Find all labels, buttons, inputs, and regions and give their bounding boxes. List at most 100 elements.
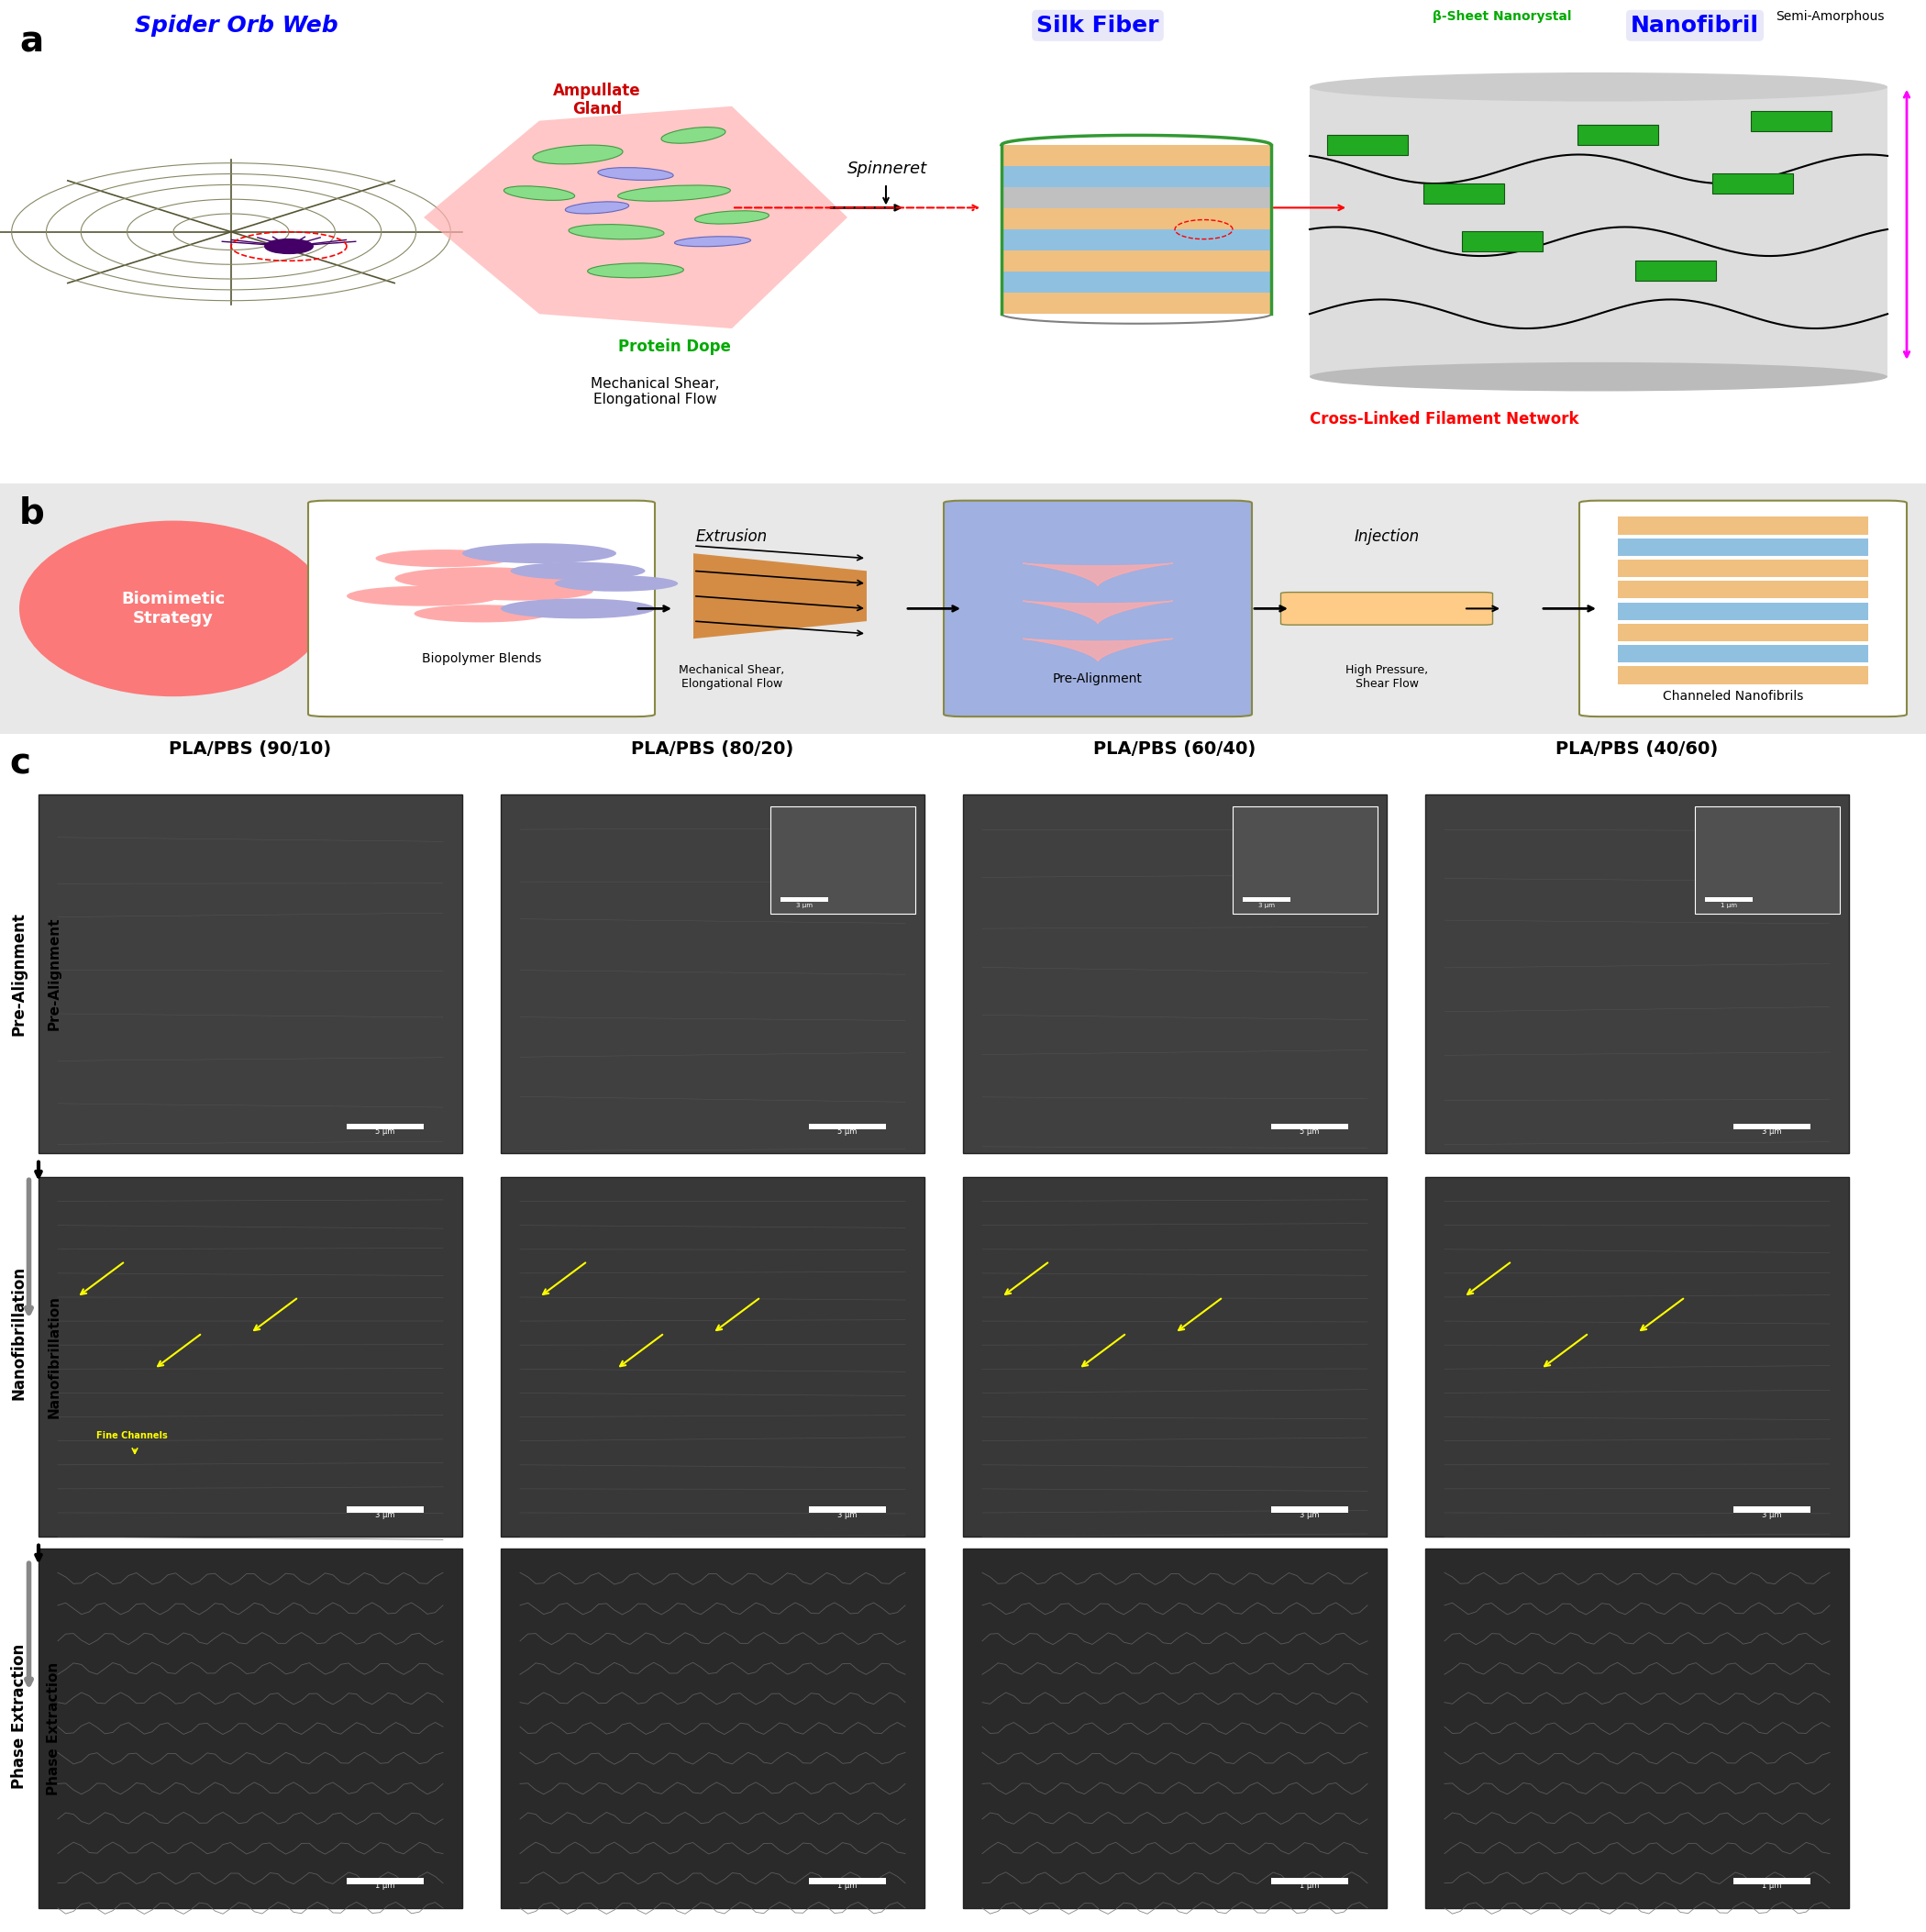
Text: Semi-Amorphous: Semi-Amorphous — [1776, 10, 1884, 23]
Text: Nanofibrillation: Nanofibrillation — [46, 1296, 62, 1418]
Polygon shape — [1023, 601, 1173, 624]
Bar — [1618, 645, 1868, 663]
Ellipse shape — [661, 128, 726, 143]
FancyBboxPatch shape — [1577, 126, 1658, 145]
Bar — [963, 1549, 1387, 1909]
Ellipse shape — [587, 263, 684, 278]
Bar — [1002, 294, 1271, 313]
Circle shape — [510, 562, 645, 580]
Bar — [1733, 1122, 1810, 1130]
Polygon shape — [1023, 639, 1173, 661]
Bar — [1618, 582, 1868, 599]
Ellipse shape — [674, 236, 751, 247]
Bar — [39, 1549, 462, 1909]
Text: High Pressure,
Shear Flow: High Pressure, Shear Flow — [1346, 665, 1427, 690]
Polygon shape — [693, 553, 867, 639]
Text: 3 μm: 3 μm — [1762, 1511, 1782, 1519]
FancyBboxPatch shape — [308, 500, 655, 717]
FancyBboxPatch shape — [1751, 110, 1832, 131]
Ellipse shape — [505, 185, 574, 201]
Text: PLA/PBS (60/40): PLA/PBS (60/40) — [1094, 740, 1256, 757]
Text: 1 μm: 1 μm — [1300, 1882, 1319, 1889]
Bar — [809, 1122, 886, 1130]
Text: Biopolymer Blends: Biopolymer Blends — [422, 653, 541, 665]
Text: 3 μm: 3 μm — [795, 902, 813, 908]
FancyBboxPatch shape — [1462, 232, 1543, 251]
Ellipse shape — [597, 168, 674, 180]
Text: 5 μm: 5 μm — [376, 1126, 395, 1136]
Bar — [347, 1878, 424, 1884]
Text: Extrusion: Extrusion — [695, 527, 768, 545]
Text: Cross-Linked Filament Network: Cross-Linked Filament Network — [1310, 412, 1579, 427]
Ellipse shape — [568, 224, 664, 240]
Text: 1 μm: 1 μm — [838, 1882, 857, 1889]
Text: Protein Dope: Protein Dope — [618, 338, 730, 355]
Bar — [809, 1878, 886, 1884]
Text: Mechanical Shear,
Elongational Flow: Mechanical Shear, Elongational Flow — [591, 377, 718, 406]
Bar — [1618, 667, 1868, 684]
Bar — [1705, 896, 1753, 902]
Circle shape — [447, 582, 593, 601]
Ellipse shape — [695, 211, 768, 224]
Text: Mechanical Shear,
Elongational Flow: Mechanical Shear, Elongational Flow — [680, 665, 784, 690]
Bar — [780, 896, 828, 902]
Bar — [1733, 1878, 1810, 1884]
Bar — [770, 806, 915, 914]
Text: a: a — [19, 23, 42, 60]
Text: Ampullate
Gland: Ampullate Gland — [553, 81, 641, 118]
Text: β-Sheet Nanorystal: β-Sheet Nanorystal — [1433, 10, 1572, 23]
Bar — [1002, 166, 1271, 187]
Bar — [1002, 145, 1271, 166]
Text: 5 μm: 5 μm — [838, 1126, 857, 1136]
Bar — [501, 794, 924, 1153]
Text: 3 μm: 3 μm — [1300, 1511, 1319, 1519]
Bar — [501, 1549, 924, 1909]
Bar — [1002, 251, 1271, 272]
Text: Nanofibril: Nanofibril — [1631, 14, 1758, 37]
FancyBboxPatch shape — [944, 500, 1252, 717]
FancyBboxPatch shape — [1712, 174, 1793, 193]
Text: Spinneret: Spinneret — [847, 160, 926, 178]
Text: PLA/PBS (80/20): PLA/PBS (80/20) — [632, 740, 794, 757]
Ellipse shape — [1310, 71, 1887, 100]
FancyBboxPatch shape — [1635, 261, 1716, 280]
Text: Phase Extraction: Phase Extraction — [46, 1662, 62, 1795]
Bar — [39, 1177, 462, 1536]
Polygon shape — [1023, 564, 1173, 585]
Text: Phase Extraction: Phase Extraction — [12, 1644, 27, 1789]
Text: c: c — [10, 746, 31, 781]
Text: Pre-Alignment: Pre-Alignment — [12, 912, 27, 1036]
Text: Silk Fiber: Silk Fiber — [1036, 14, 1159, 37]
Bar — [1233, 806, 1377, 914]
Bar — [809, 1507, 886, 1513]
Bar — [1271, 1122, 1348, 1130]
Circle shape — [414, 605, 549, 622]
Polygon shape — [424, 106, 847, 328]
Bar — [347, 1122, 424, 1130]
Text: 3 μm: 3 μm — [376, 1511, 395, 1519]
Bar — [347, 1507, 424, 1513]
Text: PLA/PBS (90/10): PLA/PBS (90/10) — [169, 740, 331, 757]
Bar — [1618, 603, 1868, 620]
Bar — [1271, 1507, 1348, 1513]
Ellipse shape — [564, 201, 630, 214]
Bar — [39, 794, 462, 1153]
Ellipse shape — [618, 185, 730, 201]
FancyBboxPatch shape — [1281, 593, 1493, 624]
Text: PLA/PBS (40/60): PLA/PBS (40/60) — [1556, 740, 1718, 757]
Bar — [1425, 794, 1849, 1153]
Bar — [501, 1177, 924, 1536]
Circle shape — [555, 576, 678, 591]
Text: 3 μm: 3 μm — [838, 1511, 857, 1519]
Circle shape — [395, 568, 568, 589]
Text: Nanofibrillation: Nanofibrillation — [12, 1265, 27, 1401]
FancyBboxPatch shape — [1423, 184, 1504, 203]
Circle shape — [501, 599, 655, 618]
Text: b: b — [19, 495, 44, 531]
Text: Fine Channels: Fine Channels — [96, 1432, 168, 1441]
Bar — [1002, 209, 1271, 230]
Text: 3 μm: 3 μm — [1762, 1126, 1782, 1136]
Bar — [1618, 518, 1868, 535]
Text: 1 μm: 1 μm — [1720, 902, 1737, 908]
Bar — [1425, 1549, 1849, 1909]
